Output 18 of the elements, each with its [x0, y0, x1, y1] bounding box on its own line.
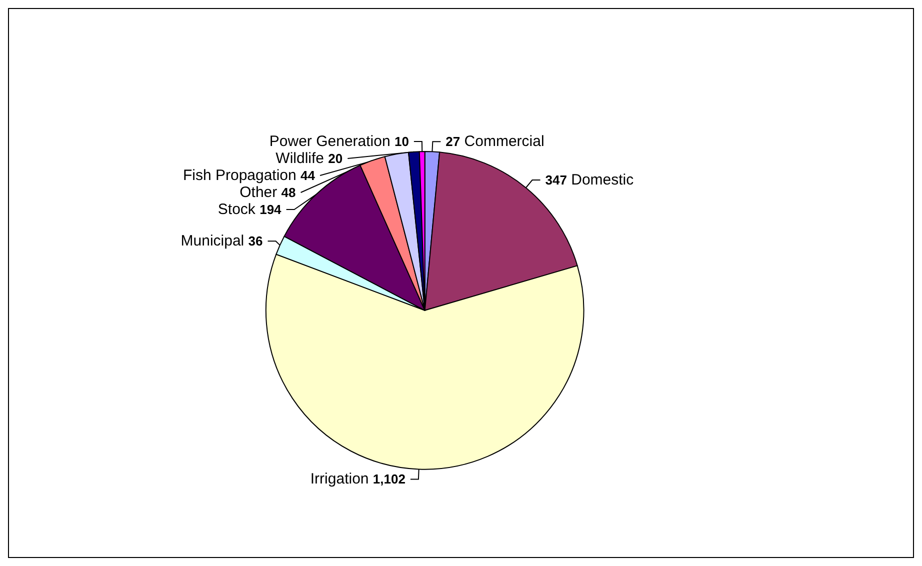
slice-label: Commercial — [460, 133, 544, 150]
slice-label: Municipal — [180, 232, 248, 250]
data-label: 347 — [545, 172, 567, 188]
data-label: 1,102 — [372, 472, 406, 487]
slice-label: Wildlife — [276, 150, 328, 168]
data-label: 36 — [248, 234, 263, 249]
data-label: 27 — [446, 134, 460, 150]
data-label: 48 — [281, 185, 296, 200]
slice-label: Fish Propagation — [182, 167, 301, 184]
slice-label: Power Generation — [269, 133, 394, 150]
slice-label: Stock — [218, 201, 260, 218]
data-label: 194 — [260, 202, 282, 218]
data-label: 20 — [328, 151, 343, 166]
data-label: 10 — [394, 134, 409, 150]
data-label: 44 — [300, 168, 316, 184]
slice-label: Other — [240, 184, 282, 202]
slice-label: Domestic — [566, 172, 634, 189]
slice-label: Irrigation — [310, 470, 373, 488]
